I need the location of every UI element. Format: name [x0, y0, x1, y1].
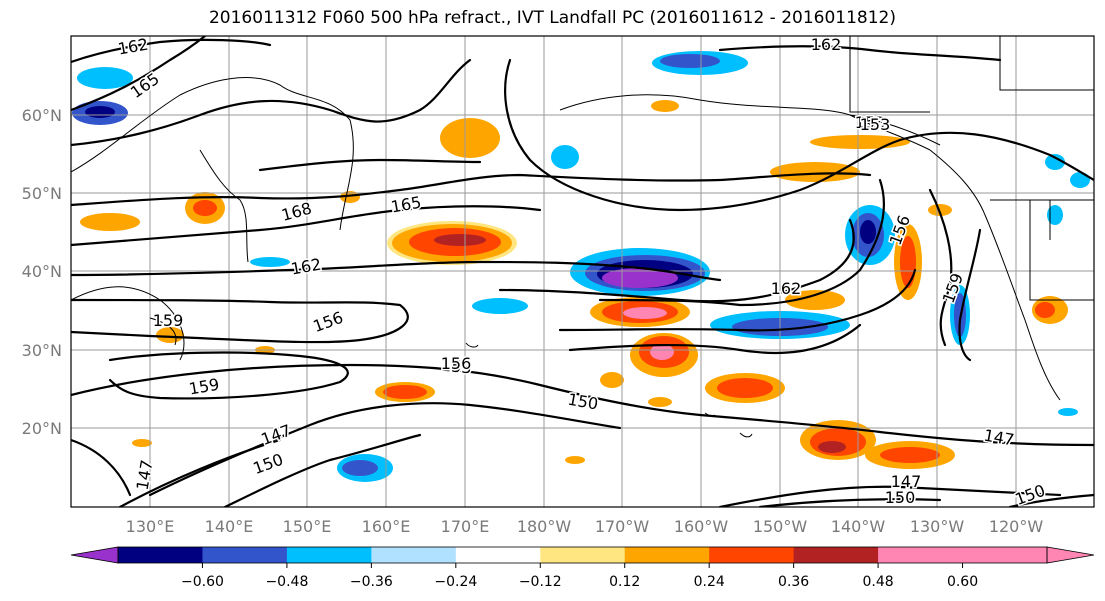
colorbar-cell: [118, 547, 203, 563]
colorbar-tick-label: −0.24: [434, 574, 477, 590]
gridlines: [71, 36, 1094, 507]
lon-label: 150°E: [283, 517, 332, 536]
lon-label: 150°W: [753, 517, 808, 536]
refractivity-contours: [71, 36, 1094, 507]
lat-label: 40°N: [22, 262, 62, 281]
lat-label: 60°N: [22, 106, 62, 125]
contour-label: 159: [153, 311, 184, 330]
lon-label: 130°W: [910, 517, 965, 536]
colorbar-cell: [371, 547, 457, 563]
colorbar-tick-label: 0.36: [778, 574, 809, 590]
colorbar-tick-label: 0.12: [609, 574, 640, 590]
colorbar-tick-label: −0.12: [519, 574, 562, 590]
contour-label: 150: [885, 488, 916, 507]
colorbar-cell: [793, 547, 879, 563]
coastlines: [71, 36, 1094, 438]
colorbar-cell: [202, 547, 288, 563]
lat-label: 50°N: [22, 184, 62, 203]
colorbar: −0.60 −0.48 −0.36 −0.24 −0.12 0.12 0.24 0.36 0.4…: [70, 546, 1095, 590]
lon-label: 140°W: [831, 517, 886, 536]
contour-label: 153: [860, 115, 891, 134]
shaded-anomalies: [72, 51, 1090, 482]
lon-label: 120°W: [989, 517, 1044, 536]
colorbar-tick-label: 0.24: [694, 574, 725, 590]
map-title: 2016011312 F060 500 hPa refract., IVT La…: [208, 8, 896, 28]
latitude-labels: 60°N 50°N 40°N 30°N 20°N: [22, 106, 62, 438]
colorbar-cell: [878, 547, 964, 563]
lon-label: 170°E: [441, 517, 490, 536]
colorbar-cell: [624, 547, 710, 563]
colorbar-cell: [962, 547, 1048, 563]
lon-label: 160°E: [362, 517, 411, 536]
map-frame: [70, 35, 1095, 508]
contour-label: 153: [855, 113, 886, 132]
contour-label: 159: [187, 375, 220, 399]
lat-label: 30°N: [22, 341, 62, 360]
lon-label: 160°W: [674, 517, 729, 536]
contour-label: 162: [771, 279, 802, 298]
contour-label: 162: [811, 35, 842, 54]
colorbar-tick-label: 0.48: [863, 574, 894, 590]
colorbar-tick-label: 0.60: [947, 574, 978, 590]
colorbar-cell: [540, 547, 626, 563]
lon-label: 180°W: [517, 517, 572, 536]
lon-label: 140°E: [205, 517, 254, 536]
contour-label: 156: [441, 354, 472, 373]
colorbar-tick-label: −0.48: [265, 574, 308, 590]
lat-label: 20°N: [22, 419, 62, 438]
colorbar-cell: [709, 547, 795, 563]
contour-label: 153: [440, 356, 472, 378]
lon-label: 170°W: [595, 517, 650, 536]
colorbar-right-arrow: [1046, 546, 1095, 564]
longitude-labels: 130°E 140°E 150°E 160°E 170°E 180°W 170°…: [126, 517, 1044, 536]
colorbar-frame: [117, 546, 1048, 564]
colorbar-left-arrow: [70, 546, 119, 564]
contour-label: 147: [891, 472, 922, 491]
colorbar-tick-label: −0.60: [181, 574, 224, 590]
lon-label: 130°E: [126, 517, 175, 536]
colorbar-tick-label: −0.36: [350, 574, 393, 590]
colorbar-cell: [455, 547, 541, 563]
colorbar-cell: [286, 547, 372, 563]
